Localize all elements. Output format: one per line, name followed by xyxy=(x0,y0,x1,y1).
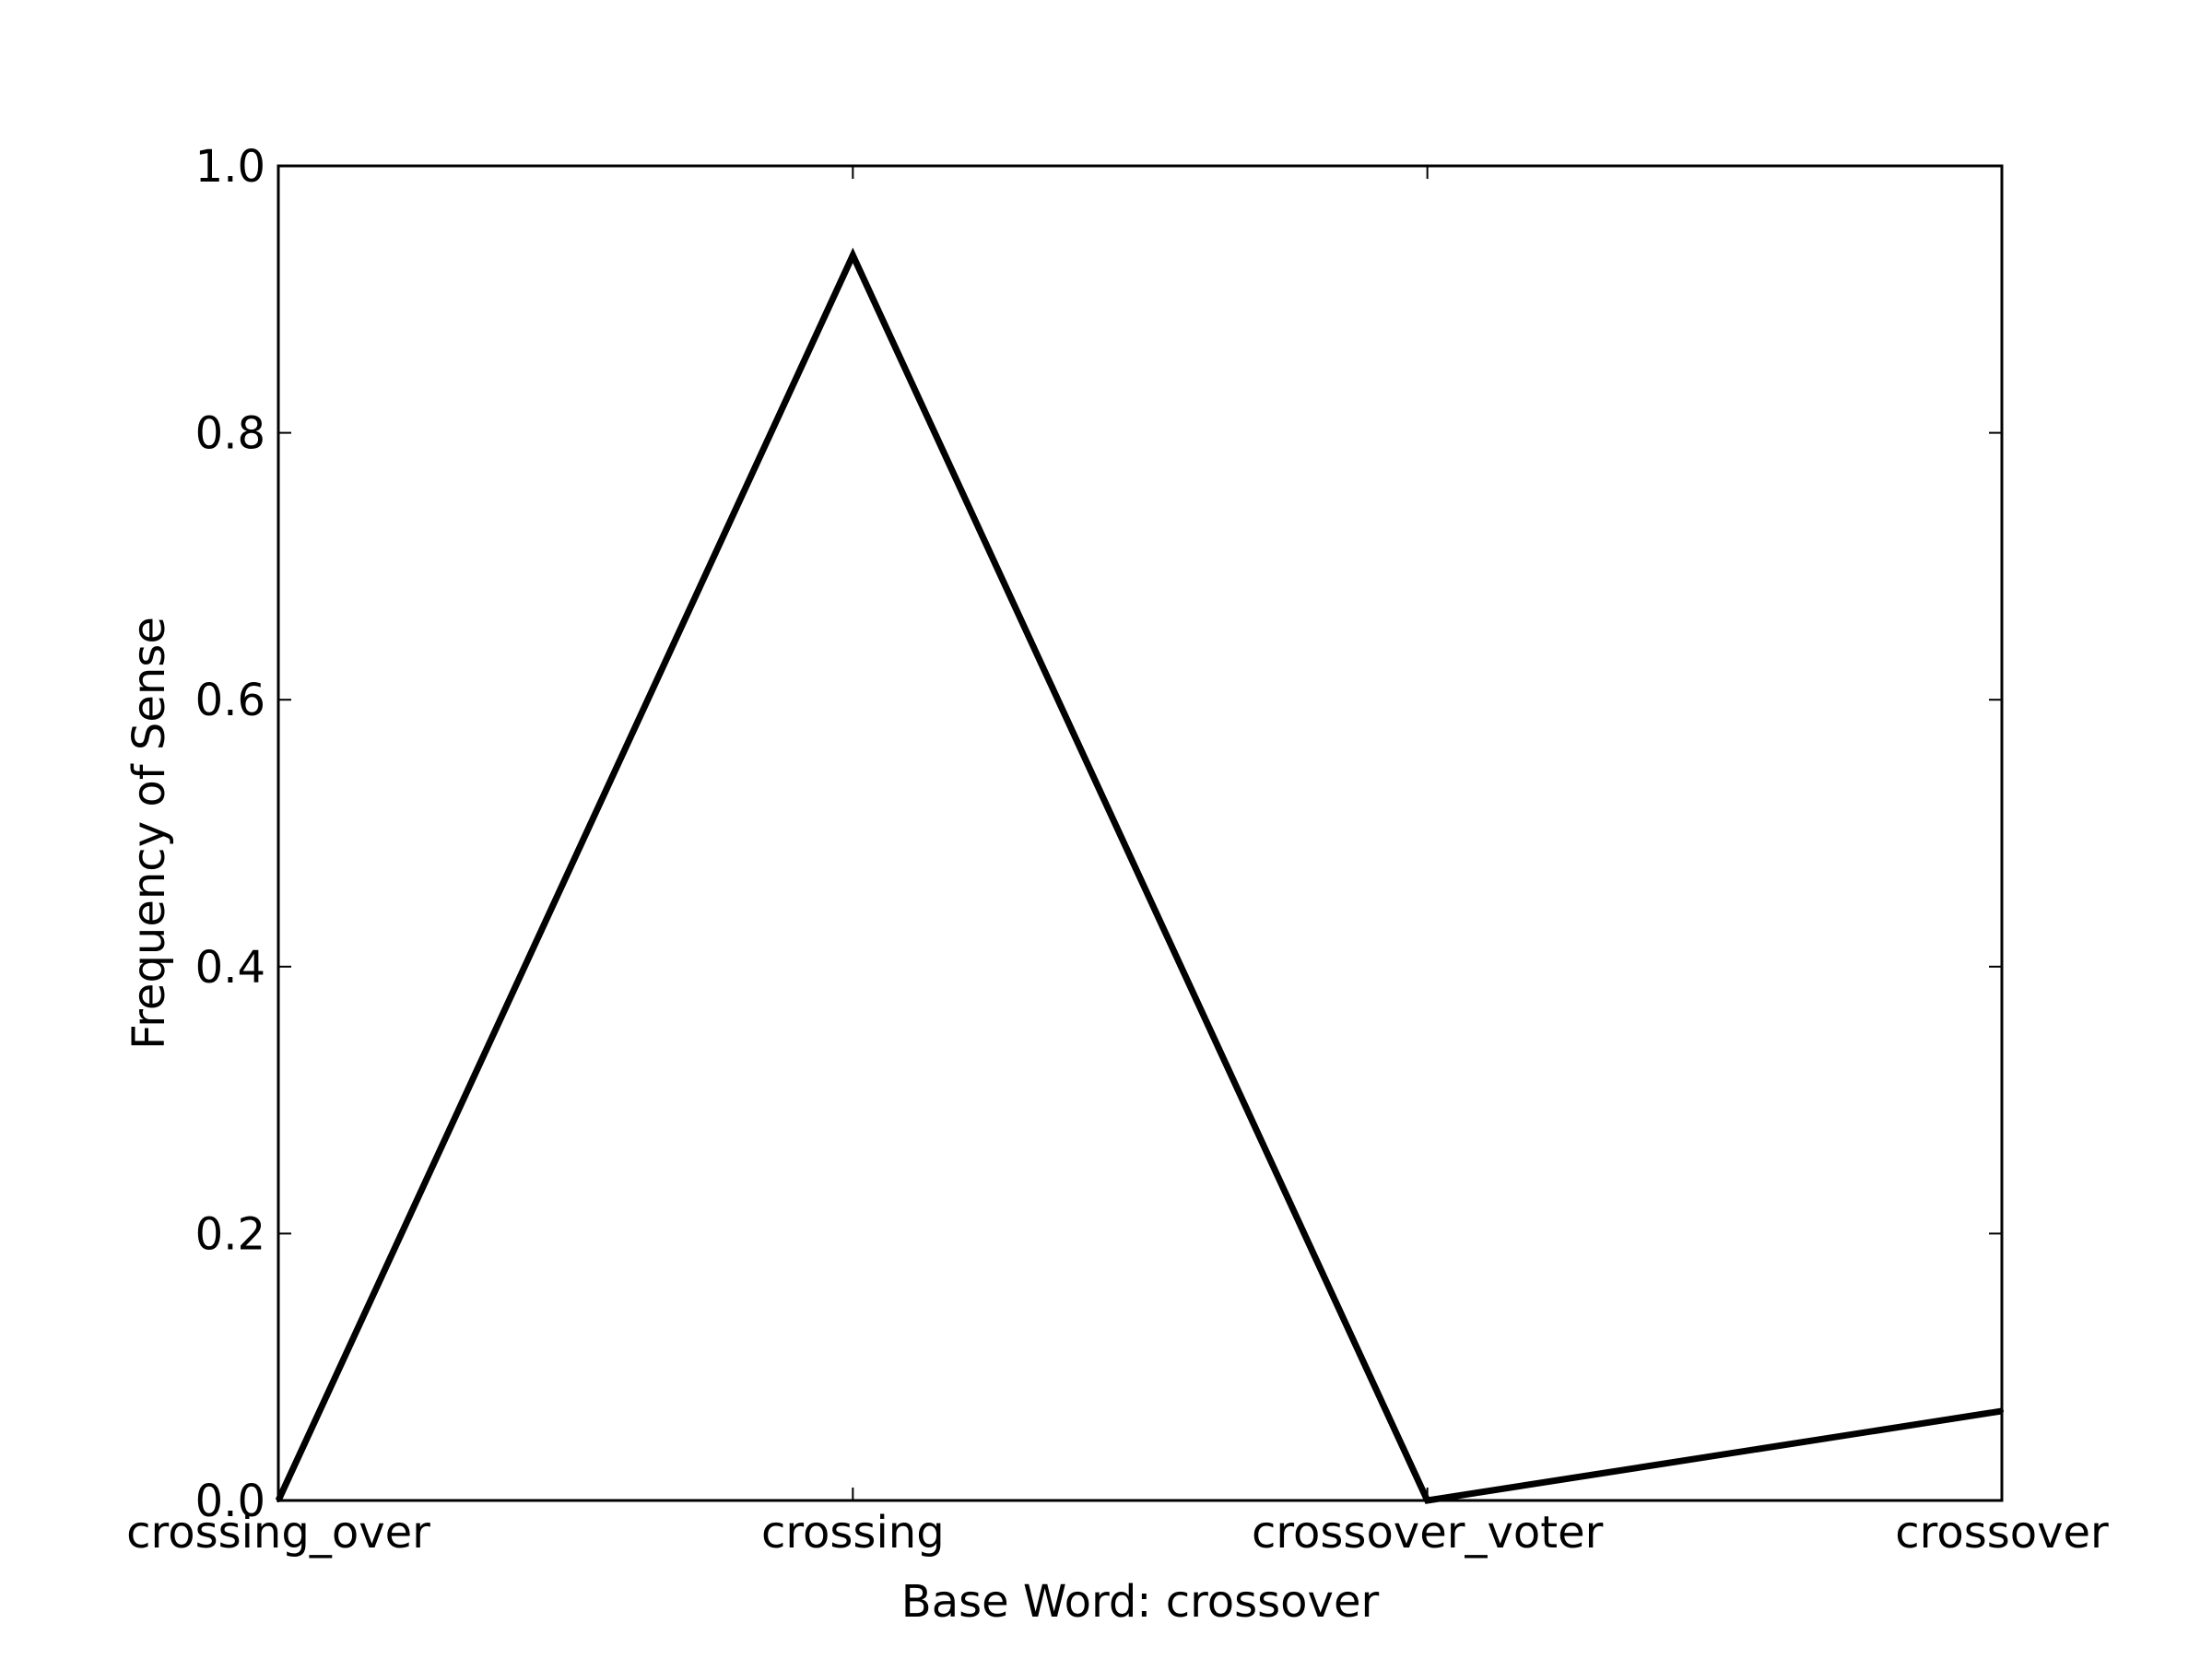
x-tick-label: crossover xyxy=(1895,1507,2109,1559)
y-tick-label: 0.0 xyxy=(195,1476,265,1527)
data-point xyxy=(851,253,855,258)
y-tick-label: 0.8 xyxy=(195,408,265,460)
x-tick-label: crossing xyxy=(761,1507,945,1559)
x-tick-label: crossing_over xyxy=(126,1507,430,1559)
y-axis-label: Frequency of Sense xyxy=(124,617,175,1050)
plot-frame xyxy=(276,164,2004,1502)
series-line xyxy=(275,247,2003,1504)
labels-group: 0.0 0.2 0.4 0.6 0.8 1.0 crossing_over crossing c… xyxy=(126,141,2109,1559)
y-tick-label: 0.2 xyxy=(195,1208,265,1260)
x-tick-label: crossover_voter xyxy=(1252,1507,1604,1559)
x-axis-label: Base Word: crossover xyxy=(901,1576,1380,1628)
y-tick-label: 0.6 xyxy=(195,675,265,726)
y-tick-label: 0.4 xyxy=(195,942,265,994)
y-tick-label: 1.0 xyxy=(195,141,265,193)
